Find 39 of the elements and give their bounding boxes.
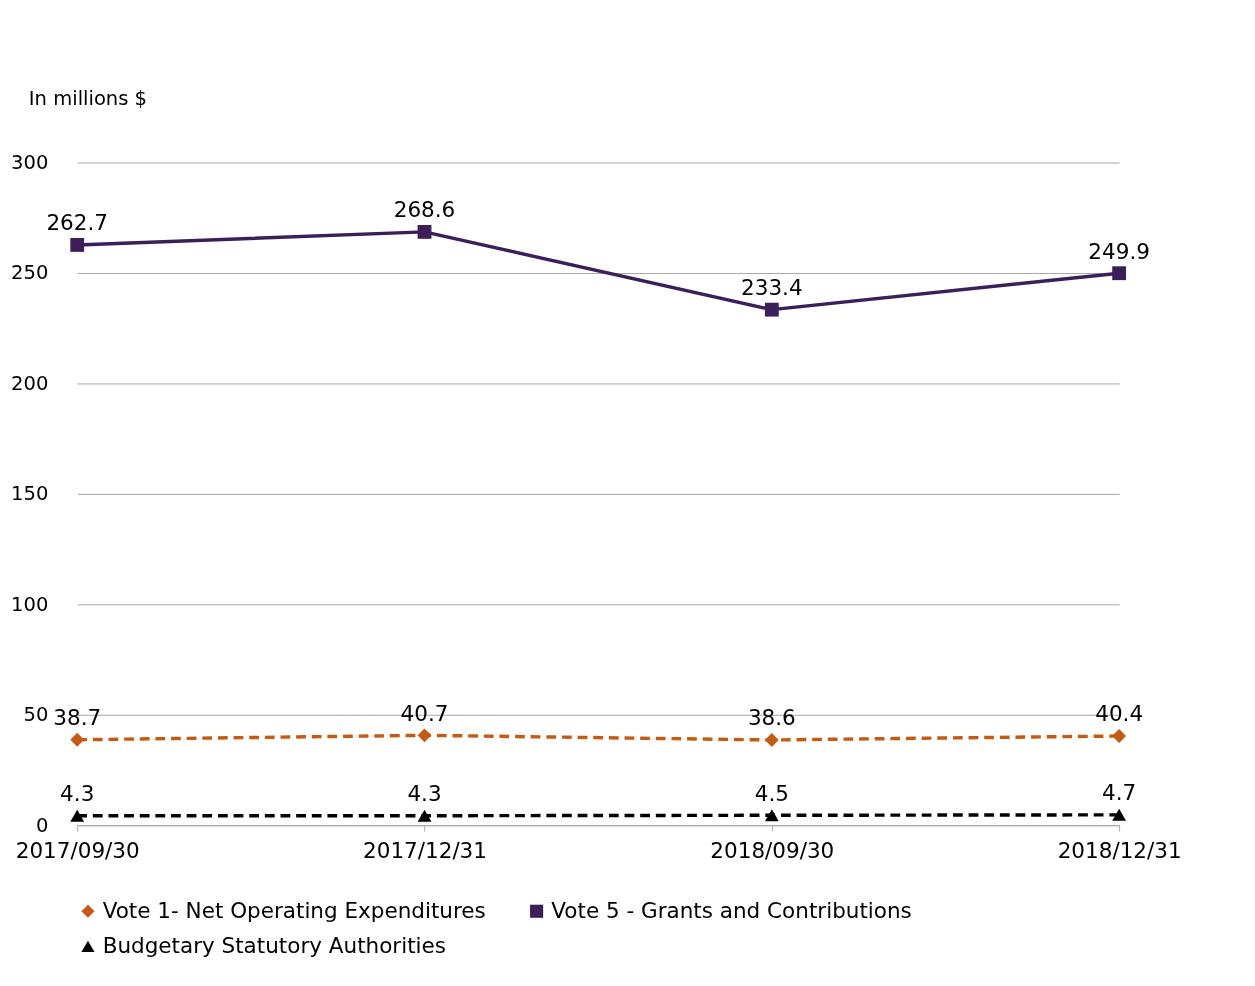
point: [1112, 266, 1127, 281]
y-tick-label: 0: [35, 813, 49, 837]
x-tick-label: 2017/12/31: [363, 837, 487, 863]
legend-label: Budgetary Statutory Authorities: [102, 933, 447, 959]
data-label: 4.3: [407, 781, 442, 807]
data-label: 4.3: [60, 781, 95, 807]
x-tick-label: 2018/09/30: [710, 837, 835, 863]
point: [1112, 808, 1127, 821]
point: [417, 728, 432, 743]
data-label: 262.7: [46, 210, 108, 236]
point: [764, 809, 779, 822]
point: [70, 809, 85, 822]
legend-label: Vote 1- Net Operating Expenditures: [102, 898, 486, 924]
data-label: 38.6: [747, 705, 796, 731]
point: [1112, 729, 1127, 743]
data-label: 40.4: [1095, 701, 1144, 727]
point: [764, 302, 779, 317]
point: [417, 809, 432, 822]
point: [70, 732, 85, 747]
point: [417, 224, 432, 239]
legend-label: Vote 5 - Grants and Contributions: [551, 898, 912, 924]
y-tick-label: 100: [11, 592, 49, 616]
x-tick-label: 2018/12/31: [1057, 837, 1182, 863]
y-tick-label: 300: [11, 150, 49, 174]
data-label: 4.5: [754, 780, 789, 806]
data-label: 38.7: [53, 705, 102, 731]
data-label: 40.7: [400, 700, 449, 726]
x-tick-label: 2017/09/30: [15, 837, 140, 863]
data-label: 4.7: [1102, 780, 1137, 806]
y-tick-label: 200: [11, 371, 49, 395]
point: [764, 733, 779, 747]
data-label: 233.4: [741, 275, 803, 300]
y-tick-label: 250: [11, 261, 49, 285]
data-label: 268.6: [393, 197, 456, 223]
data-label: 249.9: [1088, 238, 1150, 264]
point: [70, 238, 85, 252]
y-tick-label: 150: [11, 482, 49, 506]
y-tick-label: 50: [23, 703, 49, 727]
y-axis-title: In millions $: [28, 87, 148, 111]
